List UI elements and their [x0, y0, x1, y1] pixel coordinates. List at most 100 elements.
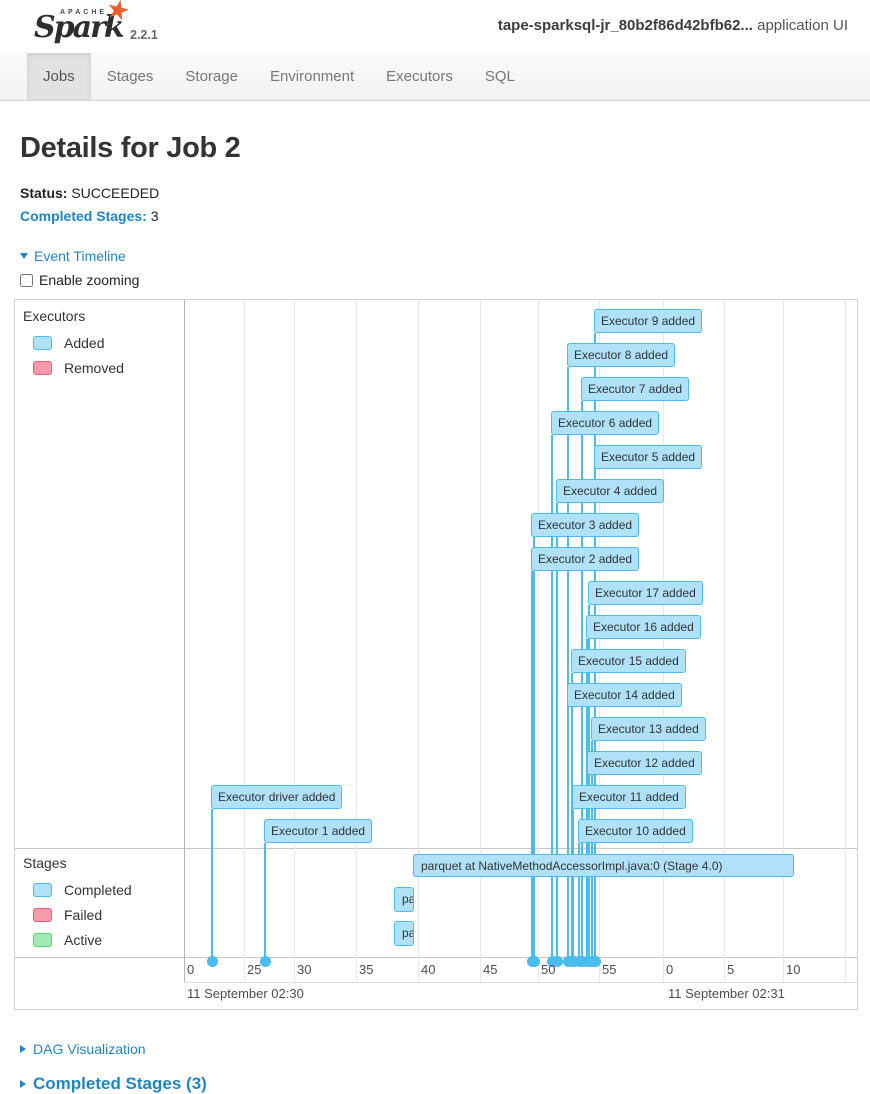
executors-stages-divider [15, 848, 857, 849]
axis-date-label: 11 September 02:30 [187, 986, 304, 1001]
executor-event[interactable]: Executor 15 added [571, 649, 686, 673]
executor-event-line [567, 707, 569, 961]
executors-legend-title: Executors [23, 308, 86, 324]
tick-date-divider [184, 982, 857, 983]
executor-event-line [567, 367, 569, 961]
completed-stages-link[interactable]: Completed Stages: [20, 208, 147, 224]
gridline [724, 300, 725, 982]
executor-event[interactable]: Executor 16 added [586, 615, 701, 639]
tab-storage[interactable]: Storage [185, 68, 238, 85]
executor-event[interactable]: Executor 4 added [556, 479, 665, 503]
gridline [599, 300, 600, 982]
stages-legend-title: Stages [23, 855, 67, 871]
executor-event-line [211, 809, 213, 961]
legend-label: Completed [64, 881, 132, 898]
enable-zooming-label: Enable zooming [39, 272, 140, 288]
executor-event[interactable]: Executor 17 added [588, 581, 703, 605]
axis-tick-label: 30 [297, 962, 312, 977]
completed-stages-section-label: Completed Stages (3) [33, 1074, 207, 1093]
legend-label: Added [64, 334, 105, 351]
executor-event[interactable]: Executor driver added [211, 785, 343, 809]
executor-event[interactable]: Executor 7 added [581, 377, 690, 401]
legend-item-completed: Completed [23, 877, 179, 902]
executor-event-line [581, 401, 583, 961]
executor-event[interactable]: Executor 10 added [578, 819, 693, 843]
application-title: tape-sparksql-jr_80b2f86d42bfb62... appl… [498, 17, 848, 34]
executor-event-line [551, 435, 553, 961]
gridline [538, 300, 539, 982]
tab-environment[interactable]: Environment [269, 68, 355, 85]
executor-event-dot [567, 956, 579, 967]
gridline [418, 300, 419, 982]
application-name: tape-sparksql-jr_80b2f86d42bfb62... [497, 17, 753, 34]
executor-event[interactable]: Executor 5 added [594, 445, 703, 469]
executor-event-line [578, 843, 580, 961]
collapse-arrow-icon [20, 253, 28, 259]
gridline [663, 300, 664, 982]
executor-event[interactable]: Executor 9 added [594, 309, 703, 333]
event-timeline-toggle[interactable]: Event Timeline [20, 248, 126, 264]
axis-tick-label: 35 [359, 962, 374, 977]
tab-stages[interactable]: Stages [106, 68, 154, 85]
legend-label: Failed [64, 906, 103, 923]
executor-event-dot [259, 956, 271, 967]
gridline [244, 300, 245, 982]
axis-tick-label: 40 [421, 962, 436, 977]
event-timeline-label: Event Timeline [34, 248, 126, 264]
stages-axis-divider [15, 957, 857, 958]
executor-event-line [556, 503, 558, 961]
axis-tick-label: 50 [541, 962, 556, 977]
executor-event[interactable]: Executor 3 added [531, 513, 640, 537]
spark-logo-name: Spark [34, 10, 125, 45]
completed-stages-count: 3 [150, 208, 159, 224]
main-navbar: Jobs Stages Storage Environment Executors SQL [0, 53, 870, 101]
expand-arrow-icon [20, 1045, 26, 1053]
executor-event[interactable]: Executor 2 added [531, 547, 640, 571]
axis-date-label: 11 September 02:31 [668, 986, 785, 1001]
legend-swatch [33, 907, 52, 922]
application-ui-suffix: application UI [752, 17, 848, 34]
axis-tick-label: 45 [483, 962, 498, 977]
gridline [480, 300, 481, 982]
executor-event-line [531, 571, 533, 961]
stage-event[interactable]: pa [394, 887, 414, 912]
legend-item-added: Added [23, 330, 179, 355]
page-title: Details for Job 2 [20, 132, 241, 164]
gridline [845, 300, 846, 982]
executor-event-line [572, 809, 574, 961]
executor-event-line [264, 843, 266, 961]
executor-event-dot [526, 956, 538, 967]
executor-event-line [591, 741, 593, 961]
tab-jobs[interactable]: Jobs [27, 53, 91, 100]
executor-event[interactable]: Executor 14 added [567, 683, 682, 707]
executor-event-line [594, 469, 596, 961]
stage-event[interactable]: pa [394, 921, 414, 946]
expand-arrow-icon [20, 1080, 26, 1088]
dag-visualization-toggle[interactable]: DAG Visualization [20, 1041, 146, 1057]
completed-stages-toggle[interactable]: Completed Stages (3) [20, 1074, 207, 1094]
executor-event[interactable]: Executor 11 added [572, 785, 686, 809]
axis-tick-label: 55 [602, 962, 617, 977]
executor-event[interactable]: Executor 13 added [591, 717, 706, 741]
legend-label: Active [64, 931, 103, 948]
tab-sql[interactable]: SQL [484, 68, 515, 85]
enable-zooming-checkbox[interactable] [20, 273, 33, 287]
spark-logo[interactable]: Spark APACHE ★ 2.2.1 [24, 0, 174, 50]
executor-event[interactable]: Executor 12 added [587, 751, 702, 775]
axis-tick-label: 0 [187, 962, 195, 977]
legend-item-removed: Removed [23, 355, 179, 380]
executor-event[interactable]: Executor 1 added [264, 819, 373, 843]
executors-legend: Executors Added Removed [23, 304, 179, 380]
spark-logo-apache: APACHE [60, 9, 108, 16]
completed-stages-line: Completed Stages: 3 [20, 206, 850, 226]
gridline [356, 300, 357, 982]
axis-tick-label: 5 [727, 962, 735, 977]
axis-tick-label: 10 [786, 962, 801, 977]
stage-event[interactable]: parquet at NativeMethodAccessorImpl.java… [413, 854, 794, 877]
dag-visualization-label: DAG Visualization [33, 1041, 146, 1057]
legend-divider [184, 300, 185, 982]
executor-event[interactable]: Executor 6 added [551, 411, 660, 435]
nav-tabs: Jobs Stages Storage Environment Executors SQL [0, 53, 870, 100]
tab-executors[interactable]: Executors [386, 68, 453, 85]
executor-event[interactable]: Executor 8 added [567, 343, 676, 367]
